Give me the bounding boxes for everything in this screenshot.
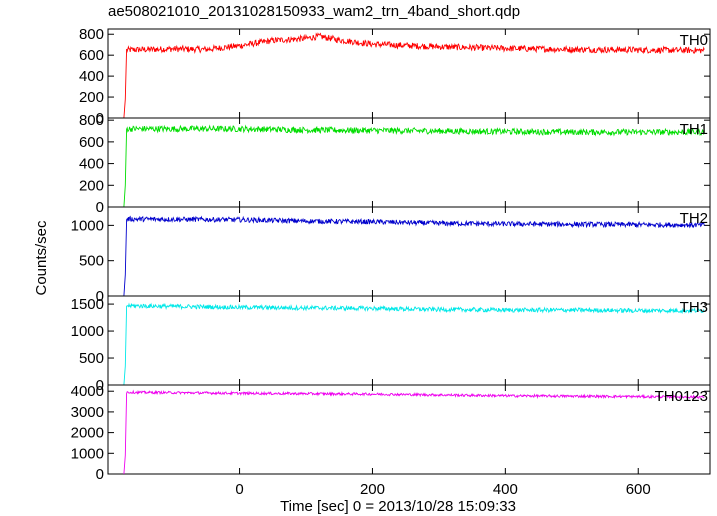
y-tick-label: 2000	[71, 425, 104, 442]
y-tick-label: 500	[79, 350, 104, 367]
y-tick-label: 800	[79, 26, 104, 43]
y-axis-label: Counts/sec	[33, 220, 50, 296]
y-tick-label: 500	[79, 253, 104, 270]
y-tick-label: 0	[96, 288, 104, 305]
y-tick-label: 0	[96, 199, 104, 216]
y-tick-label: 800	[79, 112, 104, 129]
y-tick-label: 1000	[71, 217, 104, 234]
series-line-th3	[123, 302, 705, 386]
x-axis-label: Time [sec] 0 = 2013/10/28 15:09:33	[280, 498, 516, 515]
y-tick-label: 1000	[71, 445, 104, 462]
x-tick-label: 400	[493, 481, 518, 498]
y-tick-label: 400	[79, 156, 104, 173]
y-tick-label: 4000	[71, 383, 104, 400]
panel-th0: 0 200 400 600 800 TH0	[79, 26, 711, 127]
x-tick-label: 600	[626, 481, 651, 498]
panel-frame	[107, 28, 711, 119]
y-tick-label: 600	[79, 47, 104, 64]
panel-frame	[107, 384, 711, 475]
y-tick-label: 200	[79, 89, 104, 106]
panel-th0123: 0 1000 2000 3000 4000 TH0123 0 200 400 600	[71, 383, 711, 498]
y-tick-label: 1500	[71, 296, 104, 313]
series-label-th3: TH3	[680, 299, 708, 316]
y-tick-label: 1000	[71, 323, 104, 340]
x-tick-label: 0	[235, 481, 243, 498]
x-tick-label: 200	[360, 481, 385, 498]
series-label-th0: TH0	[680, 32, 708, 49]
y-tick-label: 0	[96, 110, 104, 127]
series-label-th1: TH1	[680, 121, 708, 138]
series-label-th0123: TH0123	[655, 388, 708, 405]
y-tick-label: 0	[96, 466, 104, 483]
y-tick-label: 3000	[71, 404, 104, 421]
panel-th2: 0 500 1000 TH2	[71, 206, 711, 305]
panel-th1: 0 200 400 600 800 TH1	[79, 112, 711, 216]
panels-group: 0 200 400 600 800 TH0 0 200 400 600 800 TH1 0 500 1000…	[71, 26, 711, 498]
y-tick-label: 200	[79, 177, 104, 194]
series-line-th2	[123, 215, 705, 297]
series-line-th1	[123, 124, 705, 208]
y-tick-label: 0	[96, 377, 104, 394]
series-line-th0123	[123, 389, 705, 475]
panel-th3: 0 500 1000 1500 TH3	[71, 295, 711, 394]
plot-title: ae508021010_20131028150933_wam2_trn_4ban…	[108, 3, 520, 20]
series-line-th0	[123, 32, 705, 119]
y-tick-label: 400	[79, 68, 104, 85]
series-label-th2: TH2	[680, 210, 708, 227]
y-tick-label: 600	[79, 134, 104, 151]
